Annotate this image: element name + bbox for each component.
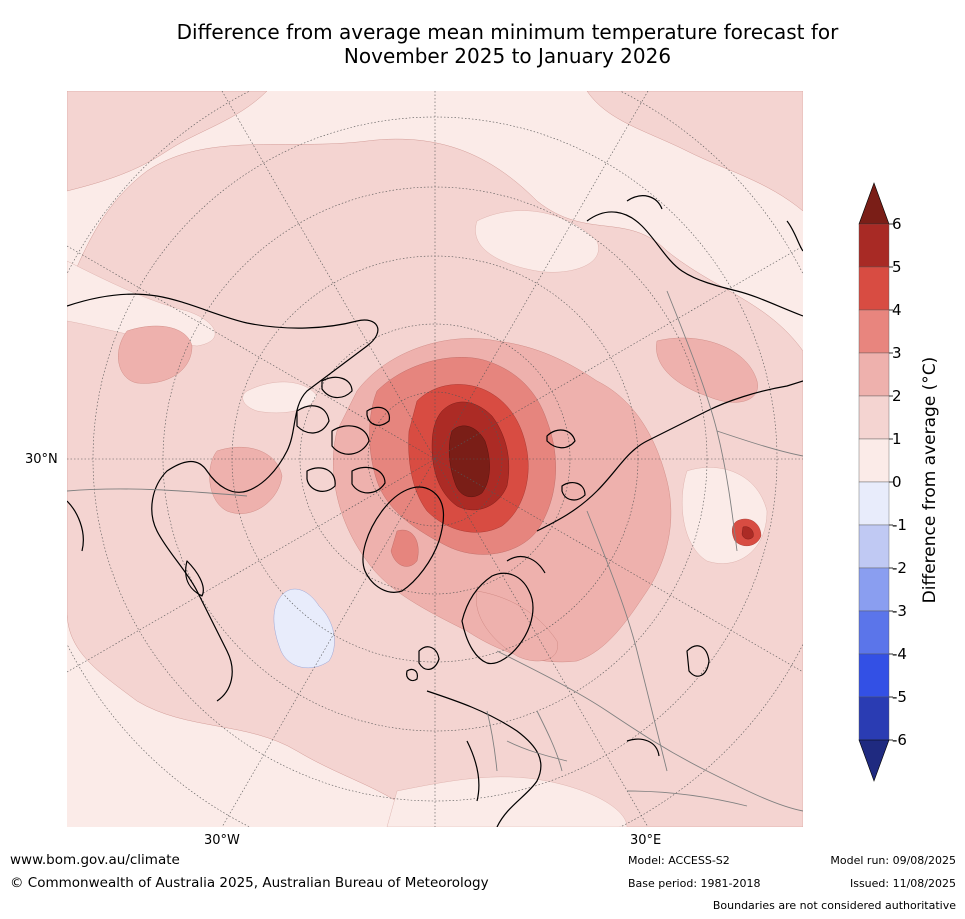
colorbar-band — [858, 395, 890, 440]
colorbar-band — [858, 438, 890, 483]
footer-copyright: © Commonwealth of Australia 2025, Austra… — [10, 875, 489, 891]
colorbar-band — [858, 352, 890, 397]
colorbar-band — [858, 481, 890, 526]
country-borders — [67, 290, 803, 812]
colorbar-over-arrow — [858, 182, 890, 225]
colorbar-band — [858, 309, 890, 354]
footer-model-run: Model run: 09/08/2025 — [830, 854, 956, 867]
footer-issued: Issued: 11/08/2025 — [849, 877, 956, 890]
colorbar-band — [858, 653, 890, 698]
footer-disclaimer: Boundaries are not considered authoritat… — [712, 899, 956, 912]
colorbar-tick-label: 6 — [892, 215, 902, 233]
polar-map — [67, 91, 803, 827]
colorbar-band — [858, 266, 890, 311]
chart-title: Difference from average mean minimum tem… — [60, 20, 955, 68]
footer-website: www.bom.gov.au/climate — [10, 852, 180, 868]
colorbar-tick-label: 5 — [892, 258, 902, 276]
colorbar-band — [858, 696, 890, 741]
title-line-1: Difference from average mean minimum tem… — [176, 20, 839, 44]
colorbar-tick-label: 2 — [892, 387, 902, 405]
colorbar-tick-label: 4 — [892, 301, 902, 319]
footer-model: Model: ACCESS-S2 — [628, 854, 730, 867]
coastlines — [67, 195, 803, 827]
label-30e: 30°E — [630, 833, 662, 848]
colorbar: 6 5 4 3 2 1 0 -1 -2 -3 -4 -5 -6 Difference from aver… — [858, 182, 940, 782]
anomaly-negative-patch — [273, 588, 335, 669]
colorbar-tick-label: 0 — [892, 473, 902, 491]
colorbar-band — [858, 223, 890, 268]
colorbar-under-arrow — [858, 739, 890, 782]
colorbar-band — [858, 567, 890, 612]
colorbar-tick-label: -2 — [892, 559, 907, 577]
colorbar-tick-label: 3 — [892, 344, 902, 362]
colorbar-tick-label: -6 — [892, 731, 907, 749]
footer-base-period: Base period: 1981-2018 — [628, 877, 761, 890]
colorbar-tick-label: -1 — [892, 516, 907, 534]
label-30n: 30°N — [25, 452, 58, 467]
label-30w: 30°W — [204, 833, 240, 848]
colorbar-tick-label: 1 — [892, 430, 902, 448]
colorbar-band — [858, 524, 890, 569]
colorbar-tick-label: -5 — [892, 688, 907, 706]
graticule — [67, 91, 803, 827]
colorbar-label: Difference from average (°C) — [920, 357, 940, 604]
anomaly-band-gt-6 — [448, 425, 490, 497]
title-line-2: November 2025 to January 2026 — [343, 44, 672, 68]
colorbar-tick-label: -3 — [892, 602, 907, 620]
colorbar-tick-label: -4 — [892, 645, 907, 663]
colorbar-band — [858, 610, 890, 655]
